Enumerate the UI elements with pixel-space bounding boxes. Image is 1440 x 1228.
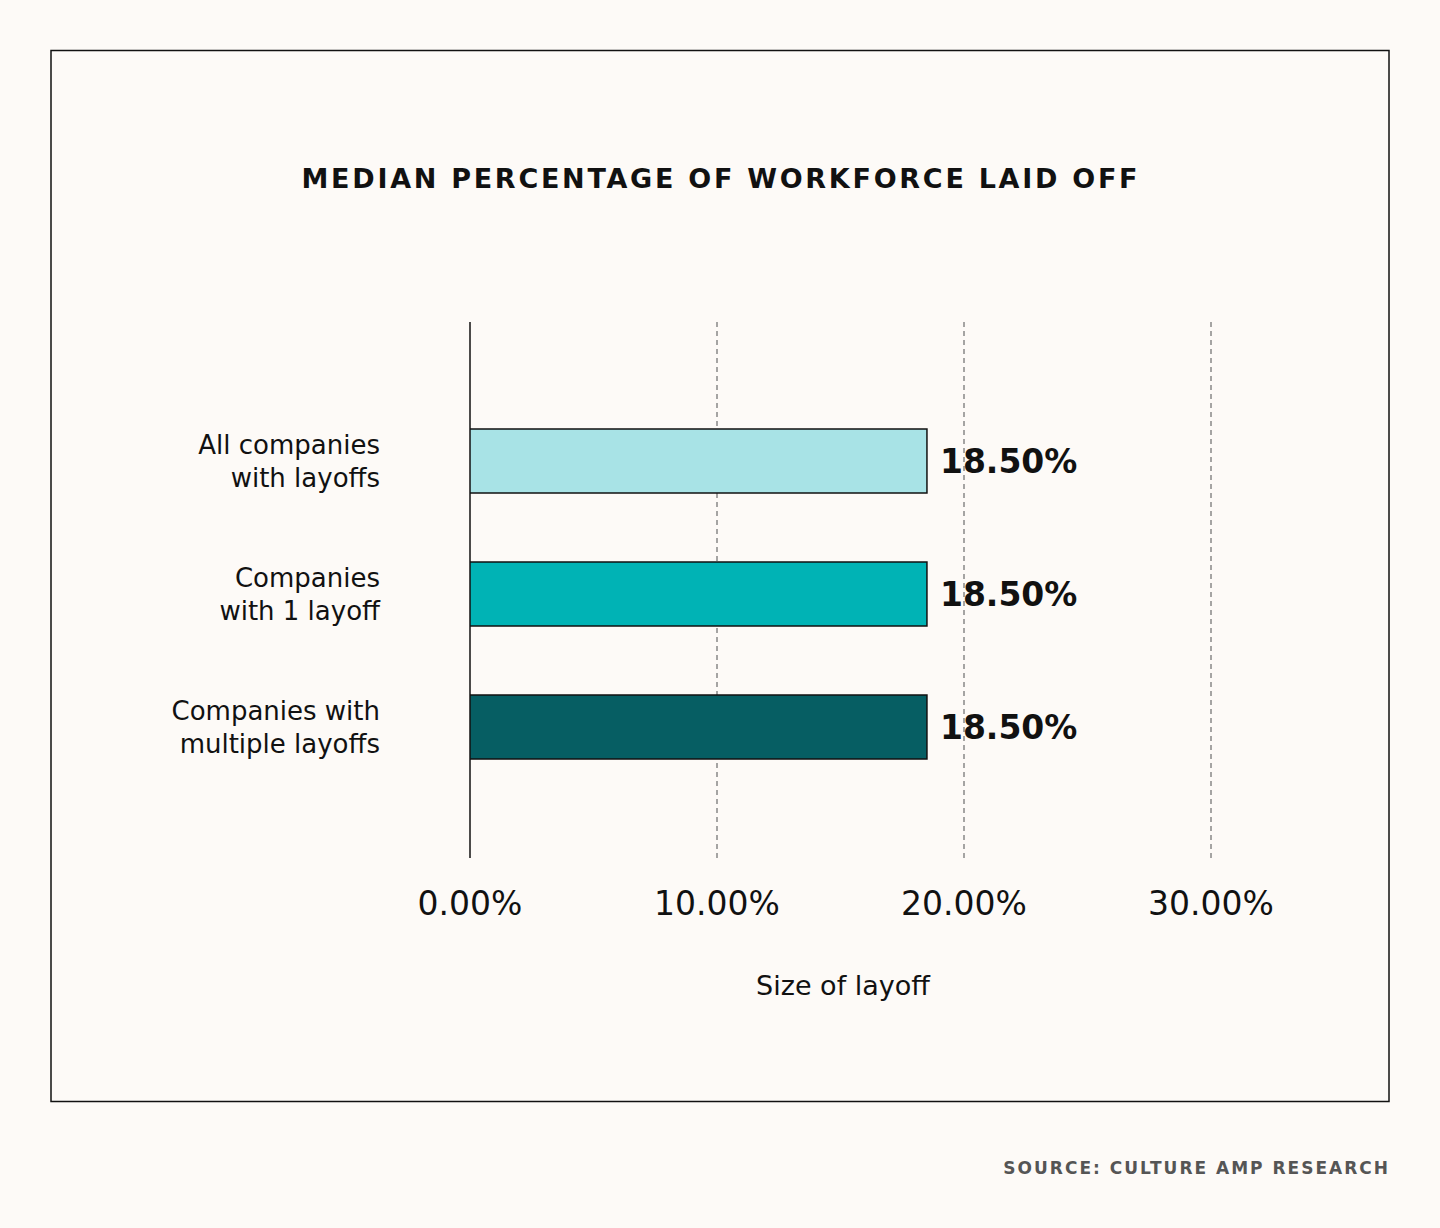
- data-label: 18.50%: [940, 442, 1077, 481]
- grid-line: [1210, 322, 1211, 858]
- source: SOURCE: CULTURE AMP RESEARCH: [1003, 1158, 1390, 1178]
- data-label: 18.50%: [940, 708, 1077, 747]
- category-label-line: with 1 layoff: [219, 596, 381, 626]
- category-label-line: Companies with: [172, 696, 381, 726]
- tick-label: 20.00%: [901, 884, 1027, 923]
- category-label-line: multiple layoffs: [180, 729, 380, 759]
- bar: [470, 429, 927, 493]
- category-label: All companieswith layoffs: [198, 430, 380, 493]
- category-label-line: Companies: [235, 563, 380, 593]
- bars: [470, 429, 927, 759]
- category-label-line: All companies: [198, 430, 380, 460]
- chart: MEDIAN PERCENTAGE OF WORKFORCE LAID OFF 0…: [0, 0, 1440, 1228]
- axis-label: Size of layoff: [756, 970, 931, 1001]
- category-label: Companieswith 1 layoff: [219, 563, 381, 626]
- bar: [470, 562, 927, 626]
- background: [0, 0, 1440, 1228]
- tick-label: 30.00%: [1148, 884, 1274, 923]
- bar: [470, 695, 927, 759]
- frame: [51, 51, 1389, 1102]
- category-label: Companies withmultiple layoffs: [172, 696, 381, 759]
- data-label: 18.50%: [940, 575, 1077, 614]
- category-label-line: with layoffs: [231, 463, 380, 493]
- tick-label: 10.00%: [654, 884, 780, 923]
- tick-label: 0.00%: [418, 884, 523, 923]
- title: MEDIAN PERCENTAGE OF WORKFORCE LAID OFF: [302, 163, 1141, 194]
